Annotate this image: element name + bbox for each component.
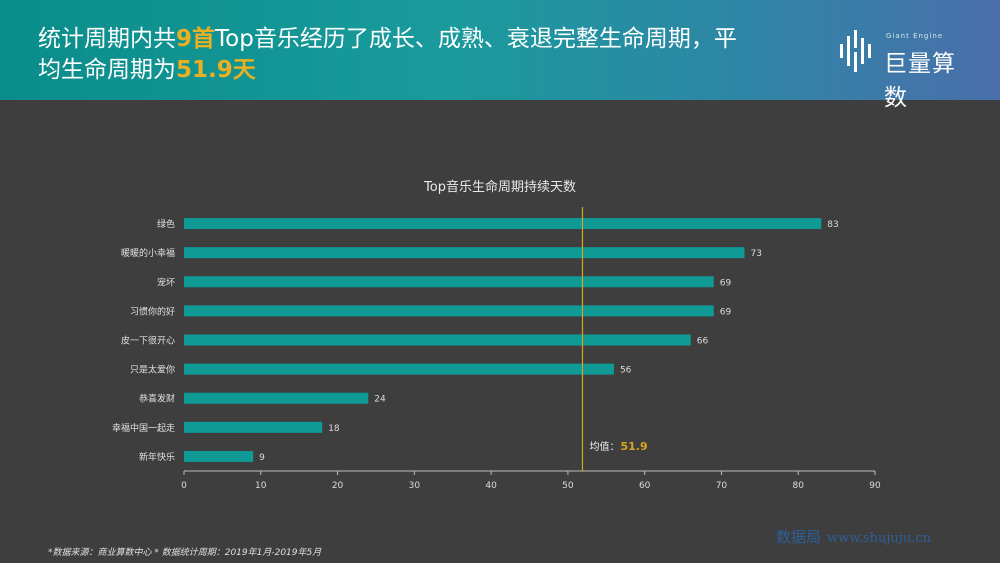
value-label: 69 <box>720 307 732 317</box>
headline-highlight-count: 9首 <box>176 26 216 52</box>
value-label: 73 <box>750 249 761 259</box>
bar <box>184 421 323 433</box>
category-label: 恭喜发财 <box>139 393 175 405</box>
chart-title: Top音乐生命周期持续天数 <box>424 180 576 195</box>
headline-text-2: Top音乐经历了成长、成熟、衰退完整生命周期，平均生命周期为 <box>38 26 737 83</box>
average-value: 51.9 <box>620 440 647 453</box>
bar <box>184 276 714 288</box>
brand-logo: Giant Engine 巨量算数 <box>838 28 978 111</box>
x-tick-label: 0 <box>181 481 187 491</box>
value-label: 69 <box>720 278 732 288</box>
bar <box>184 218 822 230</box>
bar <box>184 247 745 259</box>
bar <box>184 305 714 317</box>
category-label: 暖暖的小幸福 <box>121 247 175 259</box>
bar <box>184 450 254 462</box>
page-headline: 统计周期内共9首Top音乐经历了成长、成熟、衰退完整生命周期，平均生命周期为51… <box>38 24 758 86</box>
value-label: 9 <box>259 453 265 463</box>
bar <box>184 363 614 375</box>
header-banner: 统计周期内共9首Top音乐经历了成长、成熟、衰退完整生命周期，平均生命周期为51… <box>0 0 1000 111</box>
bar <box>184 334 691 346</box>
watermark-text: 数据局 <box>776 528 822 546</box>
category-label: 习惯你的好 <box>130 305 175 317</box>
value-label: 56 <box>620 366 632 376</box>
x-tick-label: 40 <box>485 481 497 491</box>
category-label: 绿色 <box>157 218 175 230</box>
x-tick-label: 60 <box>639 481 651 491</box>
x-tick-label: 80 <box>792 481 804 491</box>
bar <box>184 392 369 404</box>
headline-text-1: 统计周期内共 <box>38 26 176 52</box>
watermark: 数据局 www.shujuju.cn <box>776 526 931 547</box>
x-tick-label: 30 <box>409 481 421 491</box>
value-label: 66 <box>697 337 709 347</box>
value-label: 18 <box>328 424 340 434</box>
x-tick-label: 90 <box>869 481 881 491</box>
x-tick-label: 70 <box>716 481 728 491</box>
watermark-url: www.shujuju.cn <box>827 531 931 546</box>
data-source-note: *数据来源：商业算数中心 * 数据统计周期：2019年1月-2019年5月 <box>48 548 322 558</box>
category-label: 新年快乐 <box>139 451 175 463</box>
category-label: 宠坏 <box>157 276 175 288</box>
value-label: 83 <box>827 220 838 230</box>
category-label: 幸福中国一起走 <box>112 422 175 434</box>
x-tick-label: 50 <box>562 481 574 491</box>
headline-highlight-average: 51.9天 <box>176 57 256 83</box>
value-label: 24 <box>374 395 386 405</box>
category-label: 皮一下很开心 <box>121 335 175 347</box>
x-tick-label: 10 <box>255 481 267 491</box>
average-label: 均值： <box>589 440 619 453</box>
x-tick-label: 20 <box>332 481 344 491</box>
category-label: 只是太爱你 <box>130 364 175 376</box>
logo-bars-icon <box>840 30 871 72</box>
logo-subtitle: Giant Engine <box>886 32 944 40</box>
logo-wordmark: 巨量算数 <box>884 51 956 111</box>
